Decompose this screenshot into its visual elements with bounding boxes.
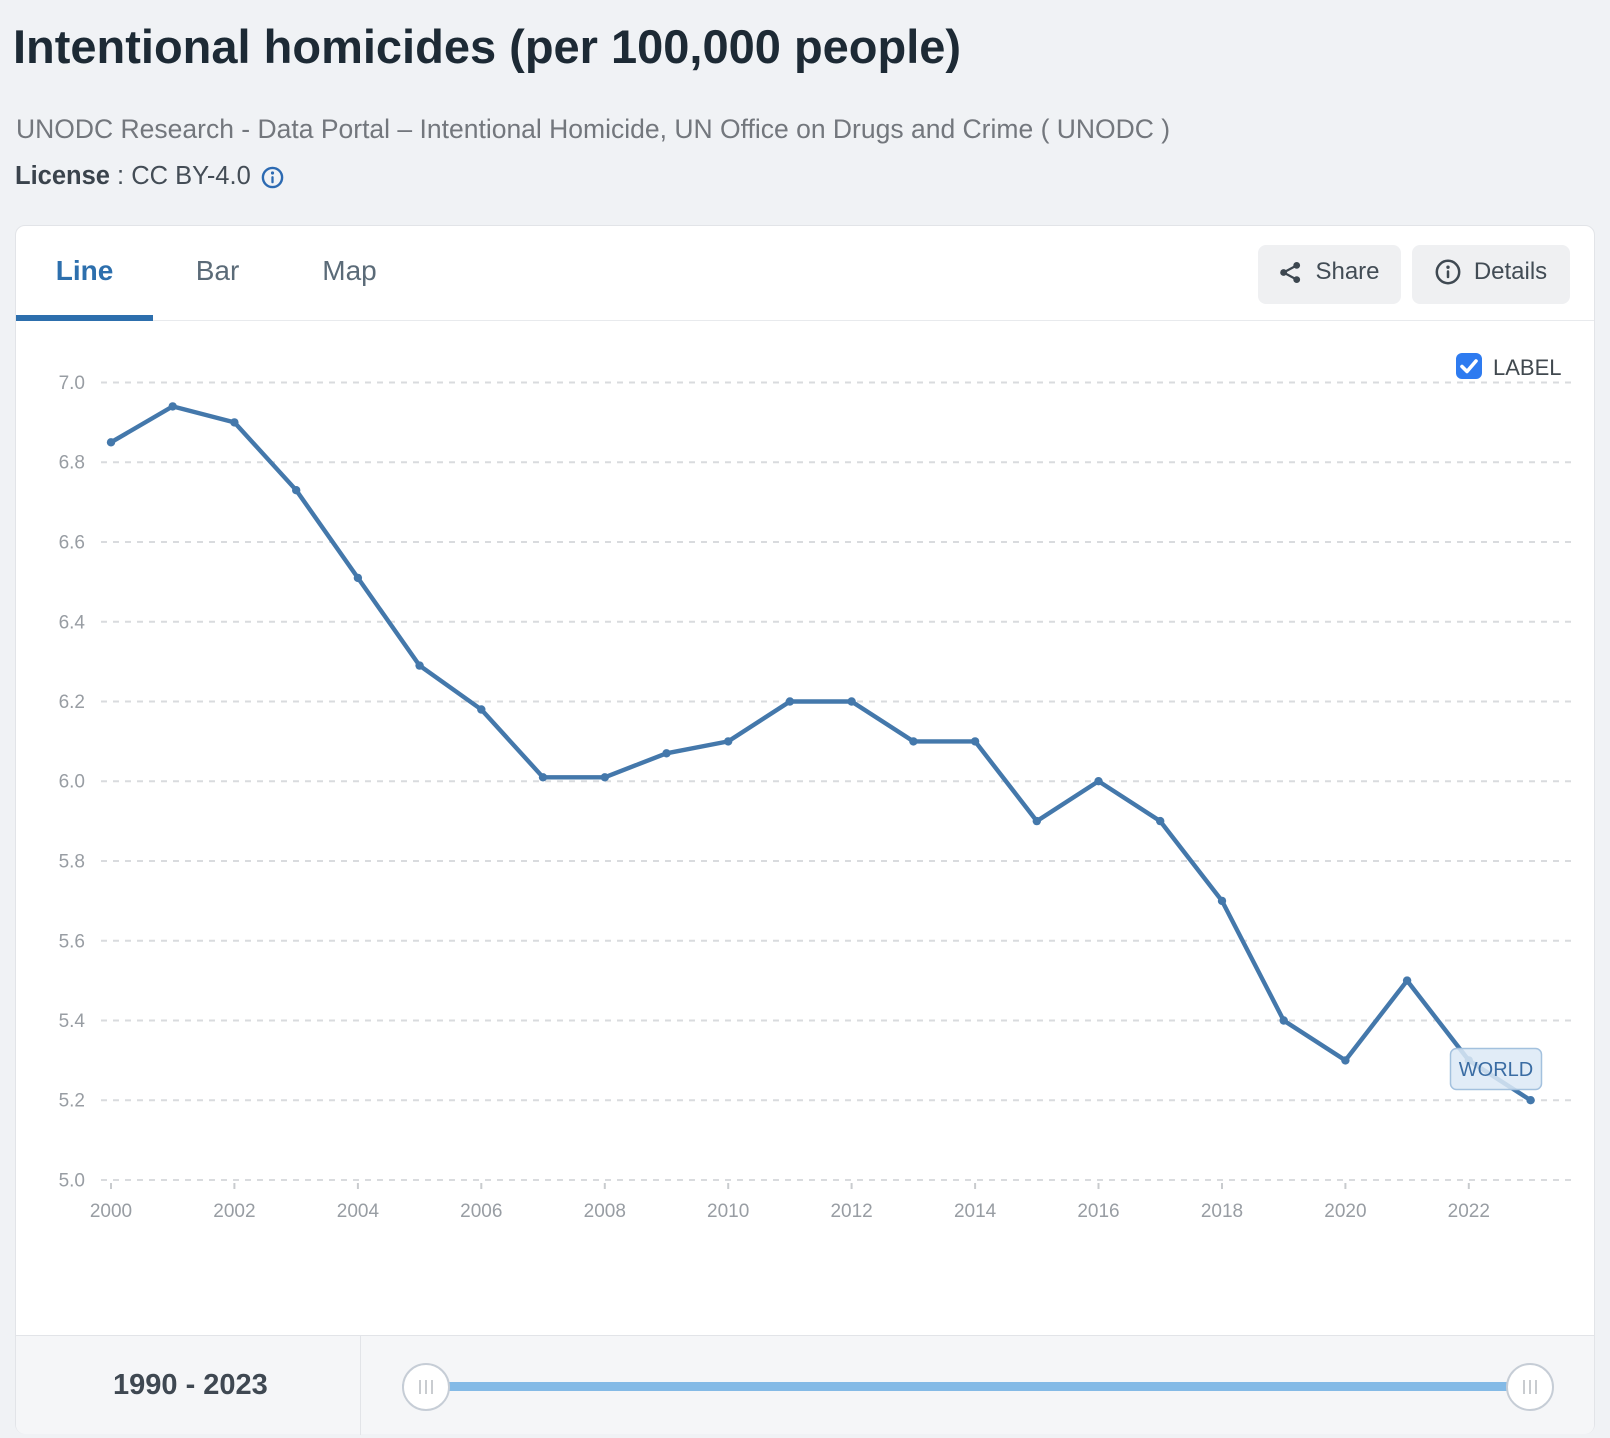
svg-text:2006: 2006 xyxy=(460,1201,502,1222)
svg-text:2008: 2008 xyxy=(584,1201,626,1222)
svg-text:2018: 2018 xyxy=(1201,1201,1243,1222)
svg-text:2004: 2004 xyxy=(337,1201,380,1222)
svg-text:2020: 2020 xyxy=(1324,1201,1366,1222)
svg-text:2022: 2022 xyxy=(1448,1201,1490,1222)
svg-text:5.0: 5.0 xyxy=(59,1171,85,1192)
svg-text:2010: 2010 xyxy=(707,1201,749,1222)
svg-text:6.8: 6.8 xyxy=(59,453,85,474)
svg-text:6.2: 6.2 xyxy=(59,692,85,713)
svg-text:6.0: 6.0 xyxy=(59,772,85,793)
svg-text:7.0: 7.0 xyxy=(59,373,85,394)
svg-text:2016: 2016 xyxy=(1077,1201,1119,1222)
svg-text:5.6: 5.6 xyxy=(59,931,85,952)
svg-text:5.2: 5.2 xyxy=(59,1091,85,1112)
svg-text:2014: 2014 xyxy=(954,1201,997,1222)
svg-text:6.6: 6.6 xyxy=(59,533,85,554)
svg-text:WORLD: WORLD xyxy=(1459,1059,1533,1081)
svg-text:5.8: 5.8 xyxy=(59,852,85,873)
svg-text:2012: 2012 xyxy=(830,1201,872,1222)
svg-text:2000: 2000 xyxy=(90,1201,132,1222)
svg-text:6.4: 6.4 xyxy=(59,612,86,633)
svg-text:5.4: 5.4 xyxy=(59,1011,86,1032)
svg-text:2002: 2002 xyxy=(213,1201,255,1222)
